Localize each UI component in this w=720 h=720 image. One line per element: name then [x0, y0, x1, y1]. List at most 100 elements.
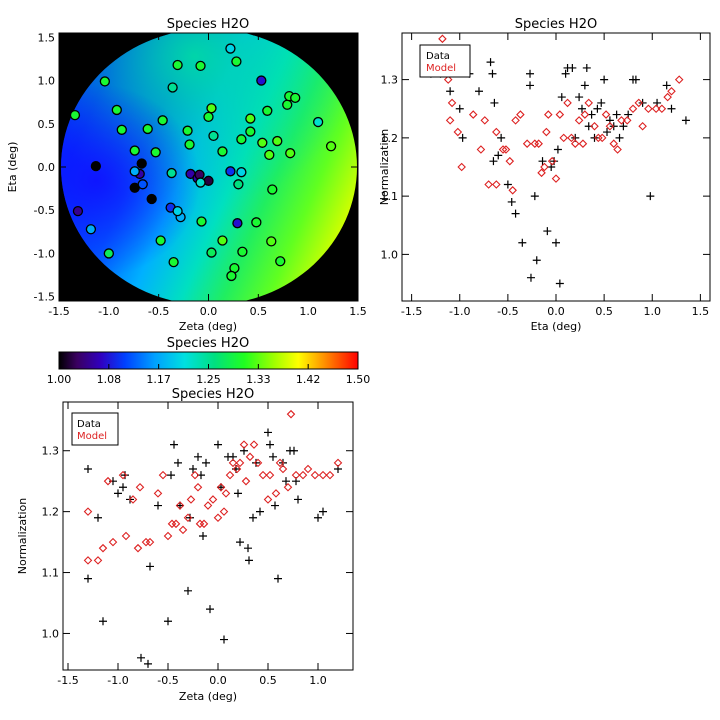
model-point: [186, 495, 196, 504]
model-point: [275, 458, 285, 468]
data-point: [245, 556, 253, 565]
model-point: [228, 458, 238, 468]
map-point: [325, 141, 337, 152]
x-tick-label: -1.0: [98, 305, 119, 318]
zeta-legend: Data Model: [71, 412, 119, 446]
map-point: [225, 43, 236, 54]
model-point: [133, 543, 143, 553]
model-point: [498, 145, 508, 154]
data-point: [662, 81, 671, 90]
data-point: [561, 69, 570, 78]
zeta-points: [83, 409, 343, 668]
data-point: [489, 157, 498, 166]
model-point: [447, 98, 457, 108]
zeta-xlabel: Zeta (deg): [179, 690, 237, 703]
map-point: [312, 116, 324, 128]
x-tick-label: 0.5: [595, 305, 613, 318]
model-point: [674, 75, 684, 84]
model-point: [333, 458, 343, 468]
model-point: [508, 186, 517, 195]
data-point: [174, 458, 182, 467]
model-point: [522, 139, 532, 148]
colorbar-tick-label: 1.00: [47, 373, 72, 386]
data-point: [612, 110, 621, 119]
data-point: [494, 151, 503, 160]
map-point: [275, 256, 286, 267]
y-tick-label: 1.3: [381, 74, 399, 87]
model-point: [570, 139, 580, 148]
y-tick-label: -0.5: [34, 204, 55, 217]
model-point: [265, 470, 275, 480]
data-point: [646, 192, 655, 201]
model-point: [551, 174, 561, 183]
data-point: [144, 659, 152, 668]
colorbar-tick-label: 1.50: [346, 373, 371, 386]
data-point: [264, 428, 272, 437]
x-tick-label: -1.5: [57, 674, 78, 687]
model-point: [318, 470, 328, 480]
map-point: [69, 109, 81, 121]
data-point: [294, 495, 302, 504]
data-point: [503, 180, 512, 189]
data-point: [217, 483, 225, 492]
model-point: [171, 519, 181, 529]
data-point: [214, 440, 222, 449]
data-point: [109, 477, 117, 486]
model-point: [574, 116, 584, 125]
map-point: [272, 135, 283, 147]
data-point: [526, 69, 535, 78]
colorbar-tick-label: 1.08: [97, 373, 122, 386]
model-point: [492, 180, 501, 189]
model-point: [547, 156, 557, 166]
map-points: [69, 43, 337, 282]
y-tick-label: 1.0: [38, 75, 56, 88]
model-point: [203, 501, 213, 510]
data-point: [568, 63, 577, 72]
eta-xlabel: Eta (deg): [531, 320, 582, 333]
data-point: [236, 538, 244, 547]
data-point: [256, 507, 264, 516]
data-point: [202, 458, 210, 467]
model-point: [609, 139, 619, 148]
x-tick-label: 1.5: [349, 305, 367, 318]
model-point: [584, 98, 594, 108]
data-point: [99, 617, 107, 626]
data-point: [119, 483, 127, 492]
data-point: [615, 133, 624, 142]
map-point: [232, 218, 243, 229]
x-tick-label: 0.0: [200, 305, 218, 318]
data-point: [575, 93, 584, 102]
model-point: [303, 464, 313, 474]
data-point: [154, 501, 162, 510]
data-point: [458, 133, 467, 142]
y-tick-label: 1.3: [42, 445, 60, 458]
data-point: [552, 238, 560, 247]
x-tick-label: 0.0: [547, 305, 565, 318]
model-point: [190, 470, 200, 480]
model-point: [657, 104, 667, 114]
map-ylabel: Eta (deg): [6, 142, 19, 193]
data-point: [274, 574, 282, 583]
model-point: [505, 156, 515, 166]
data-point: [490, 98, 499, 107]
x-tick-label: -1.5: [48, 305, 69, 318]
data-point: [170, 440, 178, 449]
model-point: [98, 543, 108, 553]
x-tick-label: -0.5: [148, 305, 169, 318]
model-point: [542, 127, 551, 137]
model-point: [175, 501, 185, 510]
data-point: [184, 586, 192, 595]
model-point: [667, 86, 676, 96]
model-point: [605, 121, 615, 131]
map-point: [166, 167, 177, 179]
data-point: [164, 617, 172, 626]
y-tick-label: 1.2: [381, 132, 399, 145]
model-point: [634, 98, 644, 108]
eta-legend-box: [419, 44, 471, 78]
zeta-legend-model: Model: [77, 431, 107, 442]
model-point: [239, 440, 249, 449]
model-point: [594, 133, 603, 143]
map-point: [206, 103, 217, 114]
data-point: [266, 440, 274, 449]
model-point: [103, 476, 113, 486]
